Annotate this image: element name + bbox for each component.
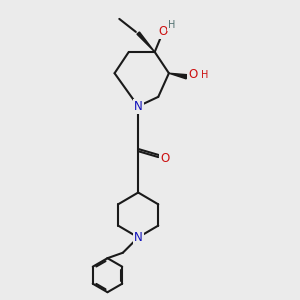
Text: H: H xyxy=(168,20,175,30)
Polygon shape xyxy=(137,32,155,52)
Polygon shape xyxy=(169,73,187,79)
Text: O: O xyxy=(188,68,198,81)
Text: N: N xyxy=(134,231,142,244)
Text: O: O xyxy=(160,152,170,165)
Text: H: H xyxy=(201,70,208,80)
Text: O: O xyxy=(158,26,168,38)
Text: N: N xyxy=(134,100,142,113)
